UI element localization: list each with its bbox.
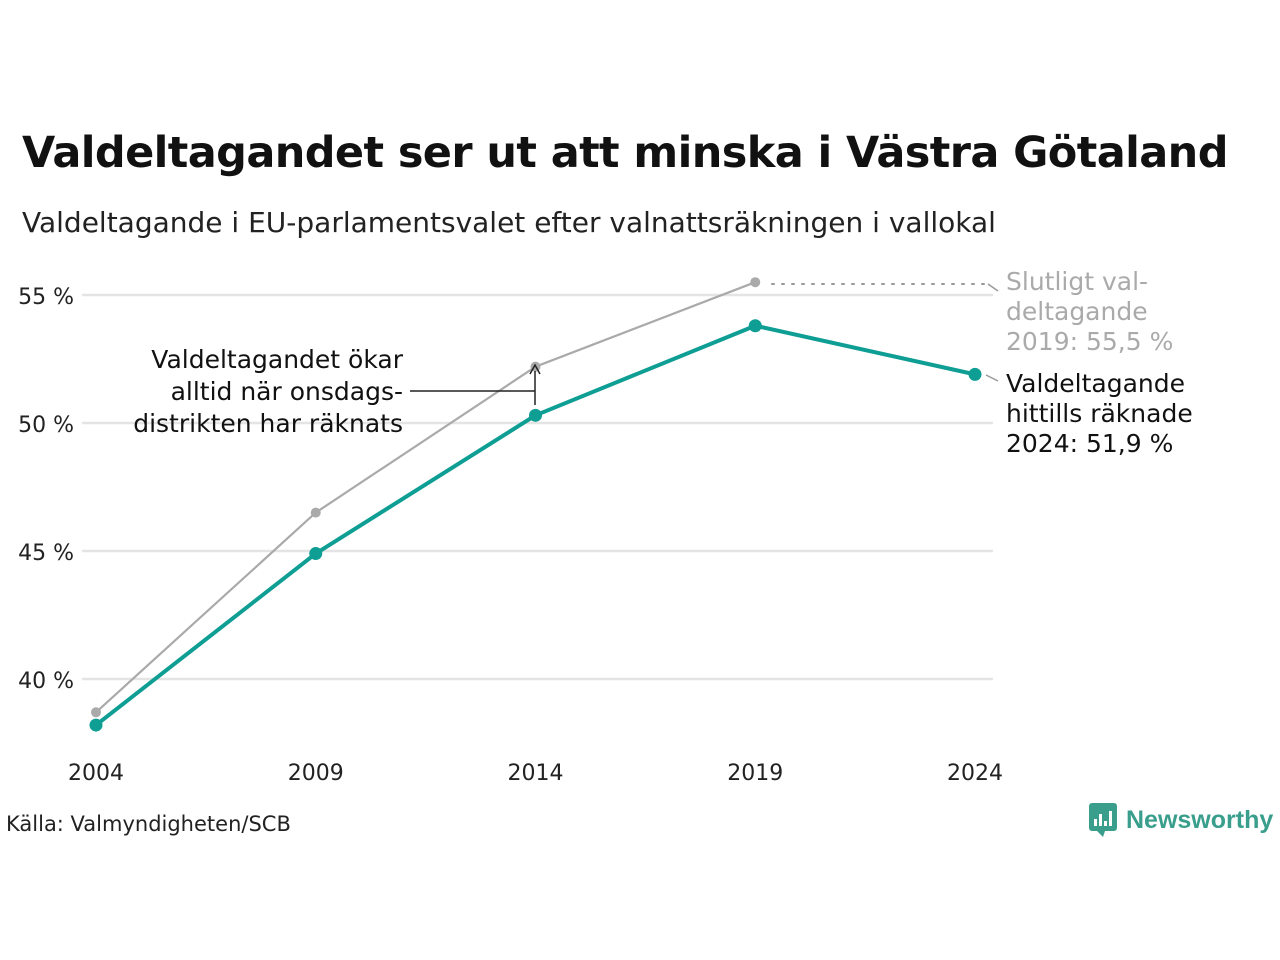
annotation-final-line-1: Slutligt val- [1006,267,1148,296]
annotation-note-line-3: distrikten har räknats [133,409,403,438]
annotation-final-line-2: deltagande [1006,297,1148,326]
x-tick-label: 2019 [727,761,783,786]
annotation-note-line-2: alltid när onsdags- [171,377,403,406]
series-line-final [94,281,757,714]
data-point-current [309,547,323,561]
y-tick-label: 50 % [18,413,74,438]
final-leader-tick [987,283,999,292]
annotation-current-line-1: Valdeltagande [1006,369,1185,398]
data-point-final [750,277,761,288]
data-point-current [748,319,762,333]
brand-name: Newsworthy [1126,805,1274,834]
series-lines [89,277,982,732]
newsworthy-logo-icon [1089,803,1117,837]
y-tick-label: 40 % [18,669,74,694]
annotation-final-line-3: 2019: 55,5 % [1006,327,1173,356]
data-point-current [89,718,103,732]
current-leader-tick [985,374,999,382]
y-tick-label: 55 % [18,285,74,310]
source-note: Källa: Valmyndigheten/SCB [6,812,291,836]
chart-subtitle: Valdeltagande i EU-parlamentsvalet efter… [22,206,996,239]
data-point-final [91,707,101,718]
annotation-arrow-head [529,363,541,375]
line-chart: 40 % 45 % 50 % 55 % 2004 2009 2014 2019 2024 Sl… [18,267,1193,786]
x-tick-label: 2009 [288,761,344,786]
annotations: Slutligt val- deltagande 2019: 55,5 % Va… [133,267,1192,458]
x-tick-label: 2024 [947,761,1003,786]
brand-logo[interactable]: Newsworthy [1088,802,1273,838]
annotation-current-line-2: hittills räknade [1006,399,1193,428]
x-tick-label: 2014 [508,761,564,786]
chart-title: Valdeltagandet ser ut att minska i Västr… [22,128,1228,178]
data-point-current [968,367,982,381]
annotation-note-line-1: Valdeltagandet ökar [151,345,403,374]
grid-lines [82,293,993,681]
data-point-final [310,507,321,518]
data-point-current [529,408,542,422]
y-axis-ticks: 40 % 45 % 50 % 55 % [18,285,74,694]
x-axis-ticks: 2004 2009 2014 2019 2024 [68,761,1003,786]
y-tick-label: 45 % [18,541,74,566]
annotation-current-line-3: 2024: 51,9 % [1006,429,1173,458]
x-tick-label: 2004 [68,761,124,786]
